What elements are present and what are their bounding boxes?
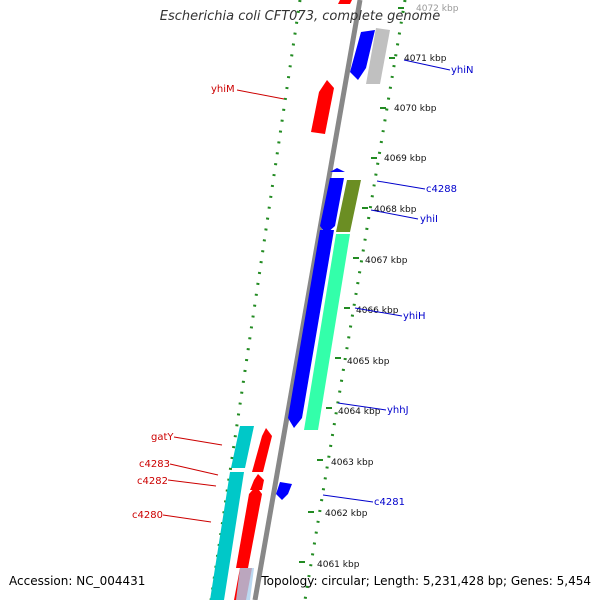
gene-feature-teal[interactable] (231, 426, 254, 468)
map-title: Escherichia coli CFT073, complete genome (159, 9, 441, 24)
gene-label[interactable]: c4280 (132, 510, 163, 521)
tick-label: 4063 kbp (331, 458, 374, 468)
tick-label: 4062 kbp (325, 509, 368, 519)
accession-text: Accession: NC_004431 (9, 574, 146, 588)
gene-feature-light[interactable] (236, 568, 254, 600)
gene-feature-forward[interactable] (250, 474, 264, 490)
inner-dotted-guide (303, 0, 407, 600)
gene-feature-reverse[interactable] (320, 178, 344, 234)
label-connectors (162, 59, 451, 523)
gene-label[interactable]: c4281 (374, 497, 405, 508)
tick-label: 4071 kbp (404, 54, 447, 64)
gene-feature-forward[interactable] (252, 428, 272, 472)
tick-label: 4072 kbp (416, 4, 459, 14)
gene-feature-reverse[interactable] (276, 482, 292, 500)
tick-label: 4068 kbp (374, 205, 417, 215)
gene-feature-mint[interactable] (304, 234, 350, 430)
tick-label: 4069 kbp (384, 154, 427, 164)
tick-label: 4066 kbp (356, 306, 399, 316)
gene-label[interactable]: yhiN (451, 65, 474, 76)
topology-stats: Topology: circular; Length: 5,231,428 bp… (261, 574, 591, 588)
tick-marks (299, 7, 404, 563)
gene-feature-reverse[interactable] (350, 30, 375, 80)
gene-feature-forward[interactable] (311, 80, 334, 134)
tick-label: 4064 kbp (338, 407, 381, 417)
gene-feature-reverse[interactable] (330, 168, 345, 172)
gene-features (210, 0, 390, 600)
gene-feature-forward[interactable] (236, 486, 262, 568)
gene-feature-teal[interactable] (210, 472, 244, 600)
gene-feature-olive[interactable] (336, 180, 361, 232)
tick-label: 4070 kbp (394, 104, 437, 114)
gene-label[interactable]: c4283 (139, 459, 170, 470)
gene-feature-gray[interactable] (366, 28, 390, 84)
gene-label[interactable]: yhiI (420, 214, 438, 225)
tick-label: 4065 kbp (347, 357, 390, 367)
tick-label: 4061 kbp (317, 560, 360, 570)
tick-label: 4067 kbp (365, 256, 408, 266)
tick-labels: 4072 kbp 4071 kbp 4070 kbp 4069 kbp 4068… (317, 4, 459, 570)
gene-feature-forward[interactable] (338, 0, 352, 4)
gene-label[interactable]: yhiH (403, 311, 426, 322)
gene-label[interactable]: c4282 (137, 476, 168, 487)
genome-backbone (252, 0, 363, 600)
gene-feature-reverse[interactable] (288, 230, 334, 428)
gene-label[interactable]: c4288 (426, 184, 457, 195)
gene-label[interactable]: yhhJ (387, 405, 409, 416)
gene-labels: yhiN yhiM c4288 yhiI yhiH yhhJ gatY c428… (132, 65, 474, 521)
gene-label[interactable]: gatY (151, 432, 174, 443)
gene-label[interactable]: yhiM (211, 84, 235, 95)
